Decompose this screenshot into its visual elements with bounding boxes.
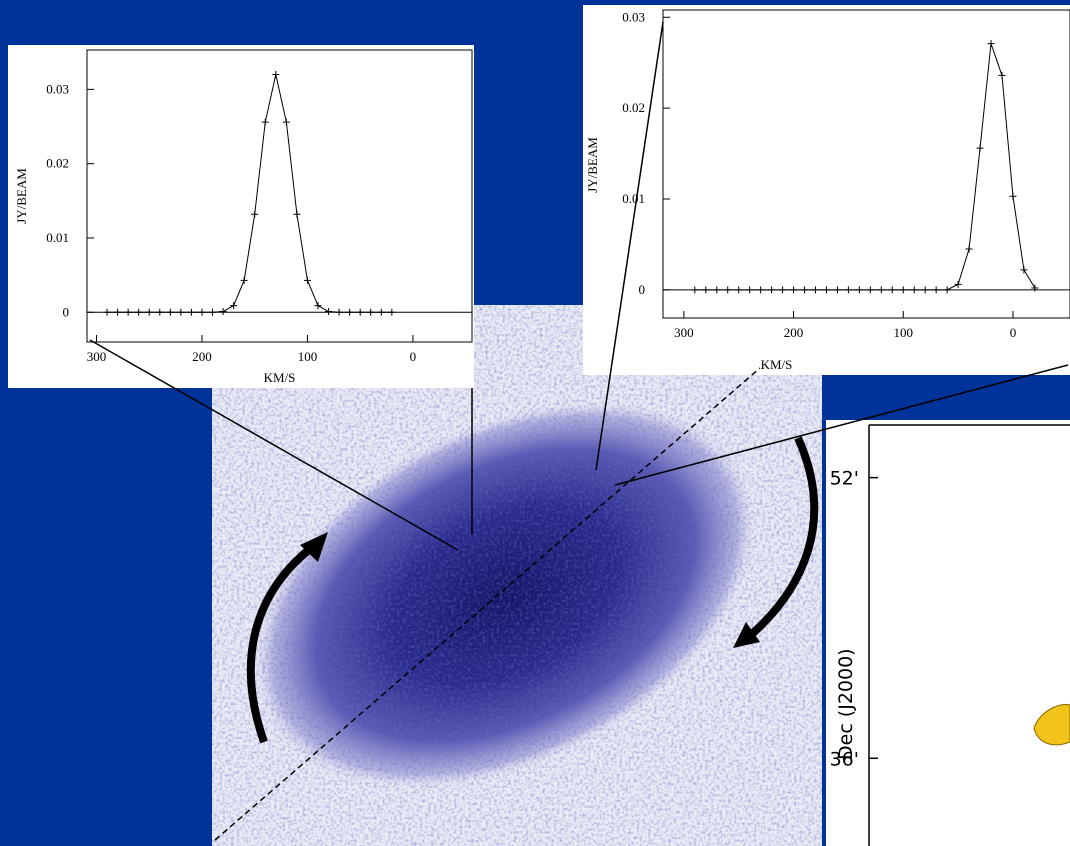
y-tick-label: 0.01 (622, 191, 645, 206)
data-point (240, 276, 248, 284)
data-point (198, 308, 206, 316)
data-point (251, 210, 259, 218)
data-point (346, 308, 354, 316)
annotations (89, 21, 1069, 841)
data-point (713, 286, 721, 294)
data-point (855, 286, 863, 294)
data-point (230, 302, 238, 310)
data-point (702, 286, 710, 294)
data-point (166, 308, 174, 316)
data-point (209, 308, 217, 316)
x-tick-label: 200 (192, 349, 212, 364)
data-point (822, 286, 830, 294)
data-point (124, 308, 132, 316)
x-axis-label: KM/S (761, 357, 793, 372)
data-point (757, 286, 765, 294)
data-point (293, 210, 301, 218)
data-point (833, 286, 841, 294)
data-point (877, 286, 885, 294)
x-tick-label: 0 (410, 349, 417, 364)
data-point (145, 308, 153, 316)
data-point (943, 286, 951, 294)
y-axis-label: JY/BEAM (585, 137, 600, 193)
y-tick-label: 0 (639, 282, 646, 297)
data-point (735, 286, 743, 294)
y-tick-label: 0.02 (622, 100, 645, 115)
y-tick-label: 0 (63, 304, 70, 319)
y-tick-label: 0.03 (46, 81, 69, 96)
data-point (282, 118, 290, 126)
y-axis-label: JY/BEAM (14, 168, 29, 224)
data-point (811, 286, 819, 294)
chart-panel (826, 420, 1070, 846)
data-point (921, 286, 929, 294)
data-point (356, 308, 364, 316)
data-point (219, 308, 227, 316)
data-point (388, 308, 396, 316)
data-point (768, 286, 776, 294)
data-point (114, 308, 122, 316)
y-tick-label: 52' (830, 468, 859, 490)
data-point (156, 308, 164, 316)
y-axis-label: Dec (J2000) (835, 648, 857, 760)
x-tick-label: 100 (298, 349, 318, 364)
x-tick-label: 200 (784, 325, 804, 340)
data-point (844, 286, 852, 294)
data-point (954, 280, 962, 288)
x-tick-label: 100 (894, 325, 914, 340)
data-point (1020, 266, 1028, 274)
data-point (325, 308, 333, 316)
data-point (932, 286, 940, 294)
data-point (135, 308, 143, 316)
x-tick-label: 300 (87, 349, 107, 364)
sky-chart: 52' 36'Dec (J2000) (826, 420, 1070, 846)
data-point (272, 71, 280, 79)
data-point (261, 118, 269, 126)
spectrum-chart: 0 0.01 0.02 0.03 300 200 100 0 KM/S JY/BEAM (583, 5, 1070, 375)
data-point (987, 40, 995, 48)
data-point (888, 286, 896, 294)
plot-frame (662, 9, 1070, 319)
fit-line (107, 74, 392, 313)
y-tick-label: 36' (830, 748, 859, 770)
data-point (801, 286, 809, 294)
x-tick-label: 300 (674, 325, 694, 340)
data-point (976, 144, 984, 152)
data-point (899, 286, 907, 294)
data-point (314, 302, 322, 310)
source-contour (1033, 703, 1070, 746)
data-point (335, 308, 343, 316)
data-point (779, 286, 787, 294)
y-tick-label: 0.02 (46, 156, 69, 171)
data-point (965, 245, 973, 253)
data-point (1009, 192, 1017, 200)
spectrum-chart: 0 0.01 0.02 0.03 300 200 100 0 KM/S JY/BEAM (8, 45, 474, 388)
data-point (910, 286, 918, 294)
x-tick-label: 0 (1010, 325, 1017, 340)
galaxy-image (212, 305, 822, 846)
data-point (724, 286, 732, 294)
x-axis-label: KM/S (264, 370, 296, 385)
data-point (103, 308, 111, 316)
data-point (367, 308, 375, 316)
data-point (998, 71, 1006, 79)
data-point (303, 276, 311, 284)
data-point (866, 286, 874, 294)
chart-panel (8, 45, 474, 388)
data-point (1031, 284, 1039, 292)
y-tick-label: 0.03 (622, 9, 645, 24)
data-point (187, 308, 195, 316)
data-point (177, 308, 185, 316)
y-tick-label: 0.01 (46, 230, 69, 245)
plot-frame (86, 49, 473, 343)
data-point (377, 308, 385, 316)
data-point (790, 286, 798, 294)
data-point (691, 286, 699, 294)
data-point (746, 286, 754, 294)
